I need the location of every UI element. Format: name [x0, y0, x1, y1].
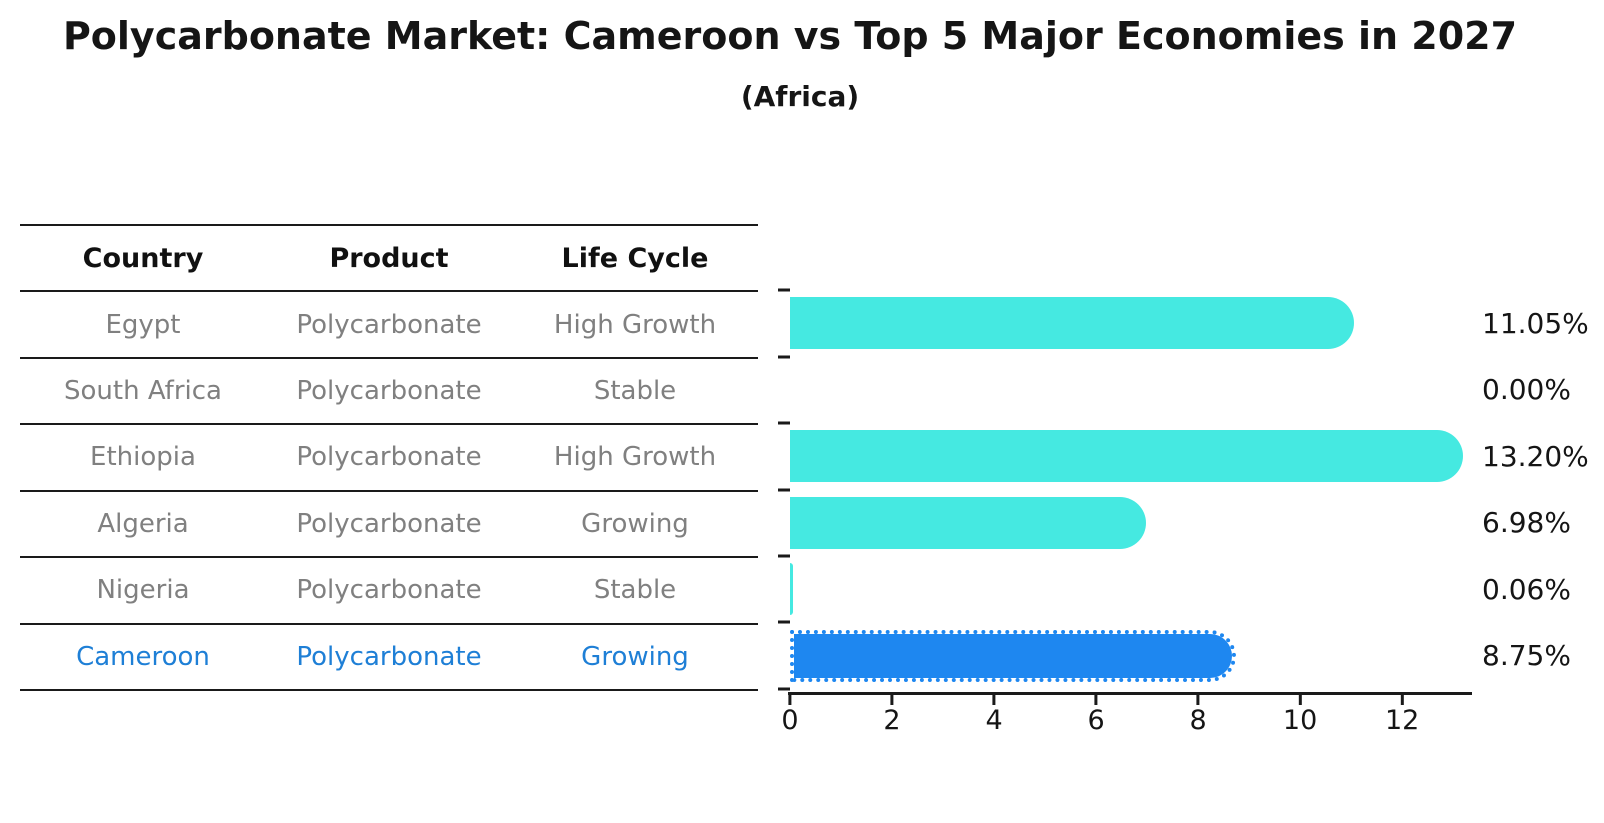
- x-tick: 12: [1385, 695, 1419, 734]
- life-cycle-cell: Stable: [593, 575, 677, 606]
- x-axis-spine: [788, 692, 1472, 695]
- country-cell: Nigeria: [96, 575, 190, 606]
- chart-subtitle: (Africa): [740, 80, 860, 113]
- y-axis-ticks: [778, 288, 790, 691]
- life-cycle-cell: High Growth: [553, 309, 717, 340]
- x-tick: 0: [781, 695, 799, 736]
- y-tick: [778, 687, 790, 691]
- bar-cameroon: [790, 629, 1237, 682]
- y-tick: [778, 620, 790, 624]
- x-tick: 8: [1189, 695, 1207, 736]
- x-tick-mark: [890, 695, 894, 705]
- y-tick: [778, 288, 790, 292]
- header-cell-product: Product: [329, 242, 449, 274]
- product-cell: Polycarbonate: [296, 442, 482, 473]
- value-label: 6.98%: [1482, 506, 1571, 540]
- product-cell: Polycarbonate: [296, 508, 482, 539]
- life-cycle-cell: Growing: [581, 641, 689, 672]
- table-row: Egypt Polycarbonate High Growth: [20, 292, 758, 359]
- bar-row: [790, 357, 1471, 424]
- header-cell-life-cycle: Life Cycle: [561, 242, 709, 274]
- x-tick: 2: [883, 695, 901, 736]
- x-tick-mark: [1094, 695, 1098, 705]
- x-tick-label: 0: [781, 705, 799, 736]
- bar-nigeria: [790, 563, 794, 616]
- x-tick-label: 12: [1384, 705, 1420, 736]
- x-tick-label: 2: [883, 705, 901, 736]
- table-header-row: Country Product Life Cycle: [20, 226, 758, 293]
- bar-chart: [790, 290, 1471, 689]
- bar-egypt: [790, 297, 1354, 350]
- life-cycle-cell: Stable: [593, 376, 677, 407]
- product-cell: Polycarbonate: [296, 641, 482, 672]
- product-cell: Polycarbonate: [296, 575, 482, 606]
- table-row: South Africa Polycarbonate Stable: [20, 359, 758, 426]
- country-cell: Cameroon: [76, 641, 210, 672]
- bar-algeria: [790, 496, 1147, 549]
- country-cell: Ethiopia: [90, 442, 196, 473]
- y-tick: [778, 554, 790, 558]
- bar-row: [790, 623, 1471, 690]
- chart-title: Polycarbonate Market: Cameroon vs Top 5 …: [62, 14, 1518, 58]
- y-tick: [778, 421, 790, 425]
- bar-row: [790, 556, 1471, 623]
- x-tick-label: 10: [1282, 705, 1318, 736]
- x-tick: 10: [1283, 695, 1317, 734]
- x-tick-mark: [1400, 695, 1404, 705]
- table-row-cameroon: Cameroon Polycarbonate Growing: [20, 625, 758, 691]
- country-cell: Algeria: [97, 508, 189, 539]
- life-cycle-cell: Growing: [581, 508, 689, 539]
- x-tick-label: 8: [1189, 705, 1207, 736]
- product-cell: Polycarbonate: [296, 309, 482, 340]
- x-tick-mark: [992, 695, 996, 705]
- table-row: Ethiopia Polycarbonate High Growth: [20, 425, 758, 492]
- bar-row: [790, 423, 1471, 490]
- x-tick: 4: [985, 695, 1003, 736]
- value-label: 0.00%: [1482, 373, 1571, 407]
- life-cycle-cell: High Growth: [553, 442, 717, 473]
- x-tick-mark: [1196, 695, 1200, 705]
- value-label: 0.06%: [1482, 572, 1571, 606]
- value-label: 11.05%: [1482, 306, 1589, 340]
- x-tick-mark: [788, 695, 792, 705]
- x-tick-label: 6: [1087, 705, 1105, 736]
- x-tick: 6: [1087, 695, 1105, 736]
- value-label: 13.20%: [1482, 439, 1589, 473]
- country-cell: Egypt: [105, 309, 181, 340]
- x-tick-mark: [1298, 695, 1302, 705]
- bar-row: [790, 290, 1471, 357]
- x-axis: 0 2 4 6 8 10 12: [781, 695, 1471, 745]
- country-cell: South Africa: [64, 376, 222, 407]
- table-row: Algeria Polycarbonate Growing: [20, 492, 758, 559]
- x-tick-label: 4: [985, 705, 1003, 736]
- y-tick: [778, 355, 790, 358]
- value-label: 8.75%: [1482, 639, 1571, 673]
- y-tick: [778, 488, 790, 491]
- header-cell-country: Country: [82, 242, 204, 274]
- data-table: Country Product Life Cycle Egypt Polycar…: [20, 224, 758, 691]
- bar-ethiopia: [790, 430, 1464, 483]
- table-row: Nigeria Polycarbonate Stable: [20, 558, 758, 625]
- bar-row: [790, 490, 1471, 557]
- value-labels: 11.05% 0.00% 13.20% 6.98% 0.06% 8.75%: [1482, 290, 1604, 689]
- product-cell: Polycarbonate: [296, 376, 482, 407]
